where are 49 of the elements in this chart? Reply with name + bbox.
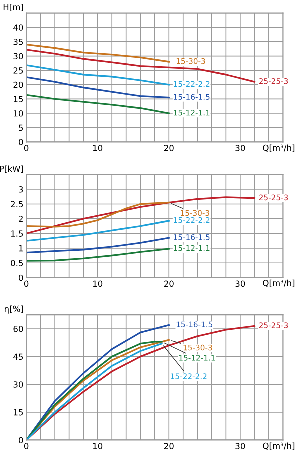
y-tick-label: 1 (19, 245, 24, 252)
x-tick-label: 0 (24, 280, 29, 288)
y-tick-label: 1.5 (11, 230, 24, 237)
y-tick-label: 15 (14, 96, 24, 102)
y-tick-label: 30 (14, 382, 24, 388)
line-series (26, 76, 170, 99)
x-tick-label: 30 (236, 280, 246, 288)
line-series (26, 64, 170, 86)
y-tick-label: 2.5 (11, 201, 24, 208)
y-tick-label: 0.5 (11, 260, 24, 266)
x-tick-label: 20 (164, 145, 174, 152)
y-tick-label: 30 (14, 53, 24, 60)
y-tick-label: 60 (14, 326, 24, 332)
line-series (26, 94, 170, 114)
y-axis-title: η[%] (5, 306, 24, 314)
x-axis-title: Q[m³/h] (263, 442, 295, 450)
y-tick-label: 3 (19, 186, 24, 193)
y-tick-label: 25 (14, 68, 24, 74)
y-axis-title: H[m] (4, 4, 24, 12)
x-tick-label: 10 (93, 280, 103, 288)
x-axis-title: Q[m³/h] (263, 280, 295, 288)
y-tick-label: 5 (19, 124, 24, 132)
y-tick-label: 20 (14, 82, 24, 88)
x-axis-title: Q[m³/h] (263, 144, 295, 152)
line-series (26, 49, 256, 83)
x-tick-label: 20 (164, 280, 174, 288)
y-tick-label: 2 (19, 216, 23, 222)
y-tick-label: 45 (14, 354, 24, 360)
x-tick-label: 20 (164, 443, 174, 450)
y-tick-label: 40 (14, 24, 24, 31)
y-tick-label: 0 (19, 437, 24, 444)
x-tick-label: 0 (24, 145, 29, 152)
y-tick-label: 15 (14, 410, 24, 416)
line-series (26, 248, 170, 262)
y-axis-title: P[kW] (0, 166, 24, 174)
y-tick-label: 0 (19, 139, 24, 146)
y-tick-label: 0 (19, 274, 24, 282)
x-tick-label: 30 (236, 443, 246, 450)
line-series (26, 220, 170, 242)
x-tick-label: 10 (93, 145, 103, 152)
y-tick-label: 10 (14, 110, 24, 117)
line-series (26, 202, 170, 228)
line-series (26, 196, 256, 235)
y-tick-label: 35 (14, 38, 24, 46)
line-series (26, 237, 170, 254)
x-tick-label: 0 (24, 443, 29, 450)
line-series (26, 44, 170, 63)
x-tick-label: 30 (236, 145, 246, 152)
x-tick-label: 10 (93, 443, 103, 450)
